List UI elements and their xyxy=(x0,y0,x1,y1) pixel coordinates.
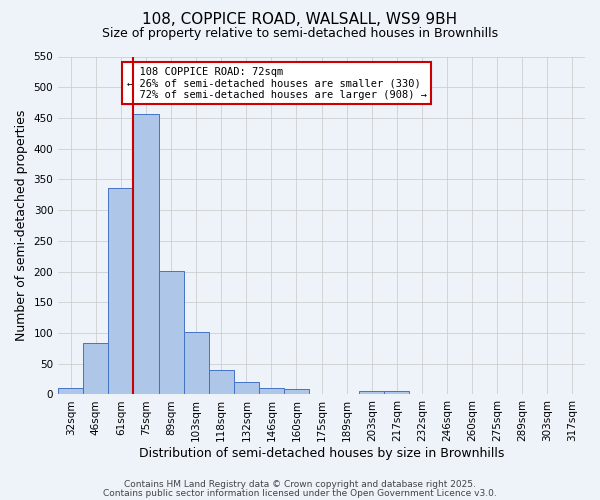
X-axis label: Distribution of semi-detached houses by size in Brownhills: Distribution of semi-detached houses by … xyxy=(139,447,504,460)
Bar xyxy=(58,388,83,394)
Bar xyxy=(359,392,385,394)
Text: 108 COPPICE ROAD: 72sqm
← 26% of semi-detached houses are smaller (330)
  72% of: 108 COPPICE ROAD: 72sqm ← 26% of semi-de… xyxy=(127,66,427,100)
Text: 108, COPPICE ROAD, WALSALL, WS9 9BH: 108, COPPICE ROAD, WALSALL, WS9 9BH xyxy=(142,12,458,28)
Bar xyxy=(385,392,409,394)
Bar xyxy=(158,271,184,394)
Bar xyxy=(83,344,109,394)
Bar xyxy=(184,332,209,394)
Bar xyxy=(259,388,284,394)
Text: Contains HM Land Registry data © Crown copyright and database right 2025.: Contains HM Land Registry data © Crown c… xyxy=(124,480,476,489)
Bar xyxy=(234,382,259,394)
Bar xyxy=(209,370,234,394)
Text: Contains public sector information licensed under the Open Government Licence v3: Contains public sector information licen… xyxy=(103,488,497,498)
Bar xyxy=(133,114,158,394)
Bar xyxy=(109,188,133,394)
Text: Size of property relative to semi-detached houses in Brownhills: Size of property relative to semi-detach… xyxy=(102,28,498,40)
Y-axis label: Number of semi-detached properties: Number of semi-detached properties xyxy=(15,110,28,341)
Bar xyxy=(284,389,309,394)
